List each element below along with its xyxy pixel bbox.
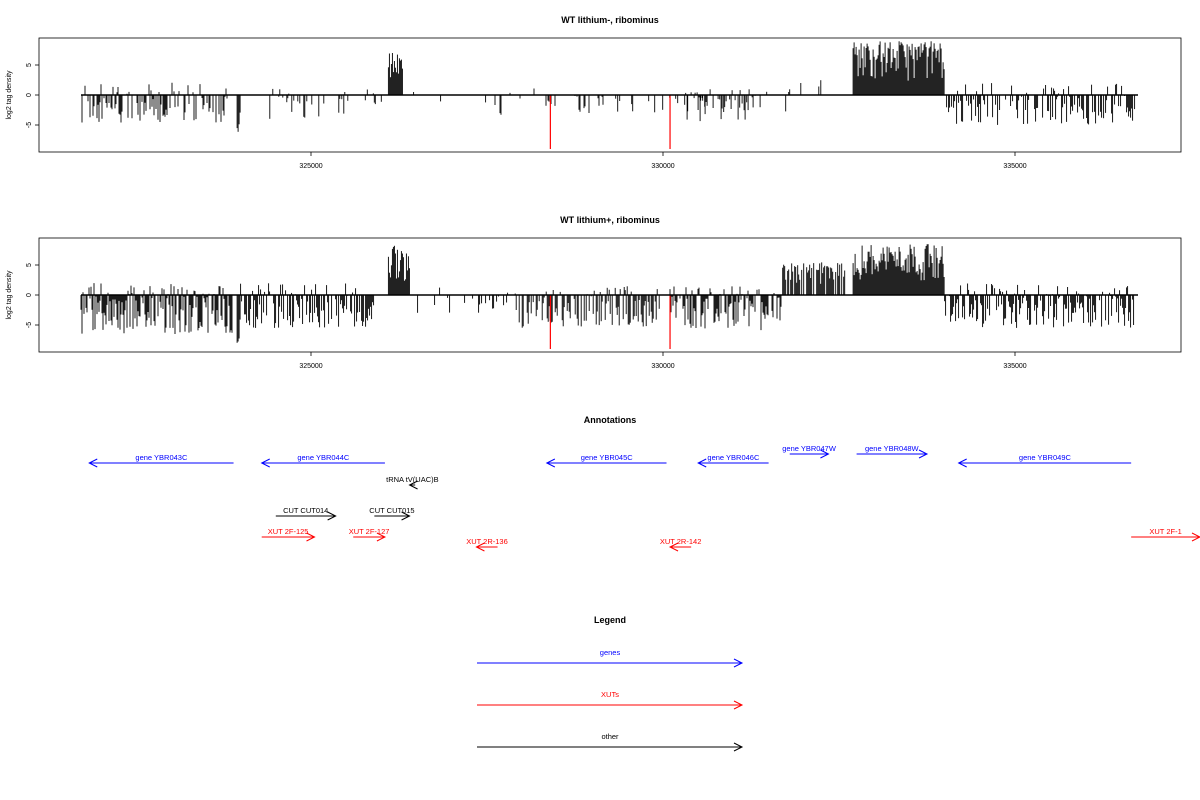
annotation-feature: gene YBR046C (697, 453, 769, 468)
annotation-feature: XUT 2F-1 (1131, 527, 1200, 542)
track-title: WT lithium+, ribominus (560, 215, 660, 225)
legend-label: genes (600, 648, 621, 657)
feature-label: XUT 2F-1 (1149, 527, 1181, 536)
feature-arrow-head (918, 449, 929, 459)
legend-item: genes (477, 648, 744, 668)
annotation-feature: XUT 2R-142 (660, 537, 702, 552)
y-tick-label: -5 (26, 122, 33, 128)
y-axis-label: log2 tag density (6, 270, 13, 320)
feature-arrow-head (820, 449, 830, 459)
feature-label: XUT 2F-127 (349, 527, 390, 536)
annotation-feature: tRNA tV(UAC)B (386, 475, 439, 490)
y-axis-label: log2 tag density (6, 70, 13, 120)
highlight-bars (549, 95, 671, 149)
density-bars (80, 244, 1135, 343)
annotations-title: Annotations (584, 415, 637, 425)
feature-label: CUT CUT015 (369, 506, 414, 515)
x-tick-label: 325000 (299, 363, 322, 370)
y-tick-label: 5 (26, 63, 33, 67)
feature-arrow-head (733, 658, 744, 668)
annotation-feature: CUT CUT015 (369, 506, 415, 521)
feature-arrow-head (376, 532, 387, 542)
feature-label: gene YBR043C (135, 453, 188, 462)
feature-label: XUT 2R-136 (466, 537, 508, 546)
legend-item: other (477, 732, 744, 752)
feature-arrow-head (733, 700, 744, 710)
annotation-feature: XUT 2R-136 (466, 537, 508, 552)
x-tick-label: 335000 (1003, 363, 1026, 370)
annotation-feature: XUT 2F-125 (261, 527, 316, 542)
legend-title: Legend (594, 615, 626, 625)
x-tick-label: 325000 (299, 163, 322, 170)
legend-label: other (601, 732, 619, 741)
x-tick-label: 330000 (651, 163, 674, 170)
feature-arrow-head (327, 511, 337, 521)
feature-arrow-head (306, 532, 316, 542)
feature-label: gene YBR049C (1019, 453, 1072, 462)
feature-label: gene YBR047W (782, 444, 837, 453)
annotation-feature: gene YBR045C (545, 453, 667, 468)
annotation-feature: CUT CUT014 (275, 506, 337, 521)
feature-label: XUT 2F-125 (268, 527, 309, 536)
feature-label: CUT CUT014 (283, 506, 328, 515)
highlight-bars (549, 295, 671, 349)
feature-label: gene YBR044C (297, 453, 350, 462)
y-tick-label: 0 (26, 93, 33, 97)
legend-items: genes XUTs other (477, 648, 744, 752)
feature-arrow-head (408, 480, 418, 490)
track-panel-lithium-minus: WT lithium-, ribominus log2 tag density … (6, 15, 1182, 170)
y-tick-label: 0 (26, 293, 33, 297)
feature-arrow-head (545, 458, 556, 468)
feature-label: gene YBR045C (581, 453, 634, 462)
track-panel-lithium-plus: WT lithium+, ribominus log2 tag density … (6, 215, 1182, 370)
annotations-panel: Annotations gene YBR043C gene YBR044C gene… (88, 415, 1200, 552)
feature-label: tRNA tV(UAC)B (386, 475, 439, 484)
x-tick-label: 335000 (1003, 163, 1026, 170)
density-bars (81, 41, 1136, 132)
x-axis-ticks: 325000 330000 335000 (299, 152, 1027, 170)
feature-arrow-head (733, 742, 744, 752)
legend-label: XUTs (601, 690, 619, 699)
y-axis-ticks: -5 0 5 (26, 63, 39, 128)
feature-arrow-head (88, 458, 98, 468)
y-axis-ticks: -5 0 5 (26, 263, 39, 328)
annotation-feature: gene YBR043C (88, 453, 234, 468)
annotation-feature: gene YBR044C (260, 453, 385, 468)
y-tick-label: 5 (26, 263, 33, 267)
track-title: WT lithium-, ribominus (561, 15, 659, 25)
feature-label: XUT 2R-142 (660, 537, 702, 546)
legend-item: XUTs (477, 690, 744, 710)
annotation-feature: gene YBR049C (957, 453, 1132, 468)
feature-arrow-head (668, 542, 679, 552)
feature-label: gene YBR048W (865, 444, 920, 453)
feature-arrow-head (401, 511, 411, 521)
annotation-features: gene YBR043C gene YBR044C gene YBR045C gene… (88, 444, 1200, 552)
y-tick-label: -5 (26, 322, 33, 328)
legend: Legend genes XUTs other (477, 615, 744, 752)
feature-label: gene YBR046C (707, 453, 760, 462)
feature-arrow-head (475, 542, 485, 552)
annotation-feature: XUT 2F-127 (349, 527, 390, 542)
feature-arrow-head (1191, 532, 1200, 542)
annotation-feature: gene YBR048W (856, 444, 929, 459)
x-axis-ticks: 325000 330000 335000 (299, 352, 1027, 370)
feature-arrow-head (697, 458, 707, 468)
annotation-feature: gene YBR047W (782, 444, 837, 459)
feature-arrow-head (957, 458, 967, 468)
feature-arrow-head (260, 458, 270, 468)
x-tick-label: 330000 (651, 363, 674, 370)
